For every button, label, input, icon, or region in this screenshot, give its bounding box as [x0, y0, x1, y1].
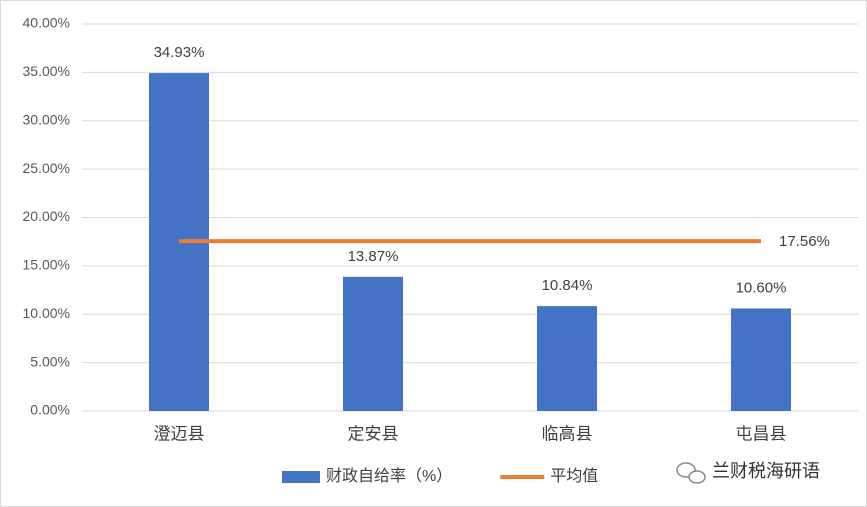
x-tick-label: 临高县	[542, 424, 593, 443]
y-tick-label: 15.00%	[23, 257, 70, 273]
data-label: 34.93%	[154, 44, 205, 61]
x-tick-label: 定安县	[348, 424, 399, 443]
y-tick-label: 40.00%	[23, 15, 70, 31]
legend-label: 财政自给率（%）	[326, 467, 452, 485]
data-label: 10.60%	[736, 279, 787, 296]
bar	[731, 308, 791, 411]
y-tick-label: 20.00%	[23, 208, 70, 224]
data-label: 13.87%	[348, 248, 399, 265]
y-tick-label: 10.00%	[23, 305, 70, 321]
watermark-icon	[676, 462, 696, 478]
watermark-text: 兰财税海研语	[712, 461, 820, 481]
bar	[343, 276, 403, 411]
x-tick-label: 屯昌县	[736, 424, 787, 443]
legend-label: 平均值	[550, 467, 598, 485]
y-tick-label: 35.00%	[23, 63, 70, 79]
legend-swatch	[282, 471, 320, 483]
watermark-icon	[688, 470, 706, 484]
watermark: 兰财税海研语	[676, 461, 820, 484]
y-tick-label: 5.00%	[30, 353, 70, 369]
y-tick-label: 30.00%	[23, 111, 70, 127]
y-tick-label: 25.00%	[23, 160, 70, 176]
x-tick-label: 澄迈县	[154, 424, 205, 443]
bar	[537, 306, 597, 411]
data-label: 17.56%	[779, 233, 830, 250]
y-tick-label: 0.00%	[30, 402, 70, 418]
data-label: 10.84%	[542, 277, 593, 294]
